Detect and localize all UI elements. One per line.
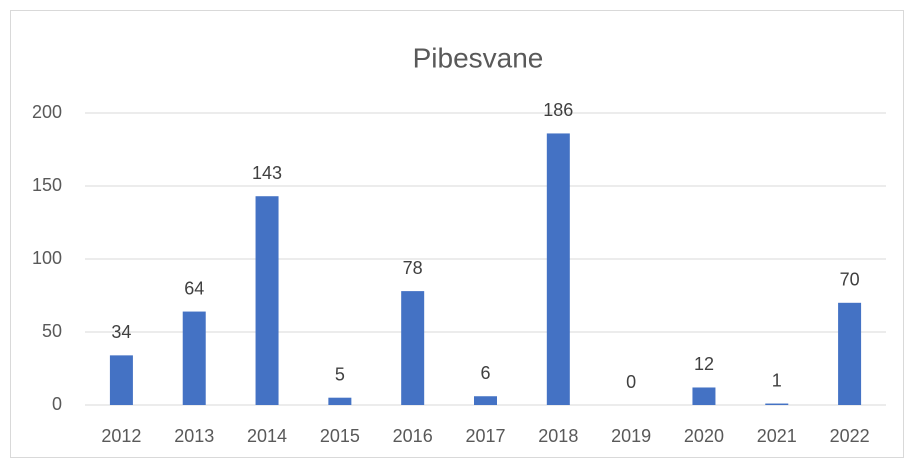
bar: [255, 196, 279, 405]
x-tick-label: 2019: [611, 426, 651, 446]
x-tick-label: 2014: [247, 426, 287, 446]
x-tick-label: 2020: [684, 426, 724, 446]
x-tick-label: 2012: [101, 426, 141, 446]
data-label: 1: [772, 370, 782, 390]
chart-title: Pibesvane: [413, 42, 544, 73]
y-tick-label: 0: [52, 394, 62, 414]
data-label: 12: [694, 354, 714, 374]
data-label: 70: [840, 270, 860, 290]
x-tick-label: 2021: [757, 426, 797, 446]
bar: [109, 355, 133, 405]
y-tick-label: 150: [32, 175, 62, 195]
data-label: 186: [543, 100, 573, 120]
chart-border: [10, 10, 904, 458]
y-tick-label: 100: [32, 248, 62, 268]
bar: [401, 291, 425, 405]
x-tick-label: 2017: [465, 426, 505, 446]
bar: [328, 397, 352, 405]
data-label: 6: [480, 363, 490, 383]
data-label: 0: [626, 372, 636, 392]
data-label: 5: [335, 364, 345, 384]
data-label: 143: [252, 163, 282, 183]
x-tick-label: 2016: [393, 426, 433, 446]
bar: [182, 311, 206, 405]
x-tick-label: 2018: [538, 426, 578, 446]
bar: [546, 133, 570, 405]
bar: [765, 403, 789, 405]
x-tick-label: 2013: [174, 426, 214, 446]
x-tick-label: 2022: [830, 426, 870, 446]
data-label: 78: [403, 258, 423, 278]
bar: [474, 396, 497, 405]
y-tick-label: 200: [32, 102, 62, 122]
y-tick-label: 50: [42, 321, 62, 341]
data-label: 64: [184, 278, 204, 298]
bar: [838, 302, 862, 405]
x-tick-label: 2015: [320, 426, 360, 446]
bar: [692, 387, 716, 405]
data-label: 34: [111, 322, 131, 342]
